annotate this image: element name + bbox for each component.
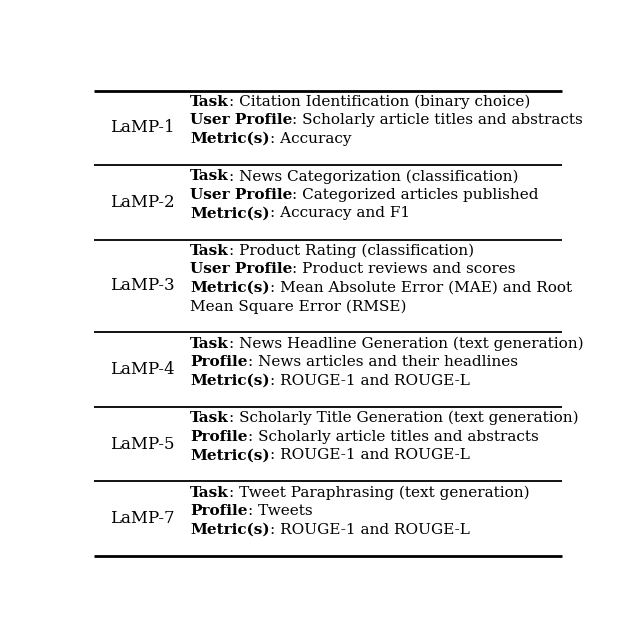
Text: : Accuracy and F1: : Accuracy and F1 [269,207,410,220]
Text: : News articles and their headlines: : News articles and their headlines [248,355,518,369]
Text: : Scholarly Title Generation (text generation): : Scholarly Title Generation (text gener… [229,411,579,426]
Text: : News Headline Generation (text generation): : News Headline Generation (text generat… [229,337,584,351]
Text: Profile: Profile [190,355,248,369]
Text: : ROUGE-1 and ROUGE-L: : ROUGE-1 and ROUGE-L [269,374,470,388]
Text: Task: Task [190,337,229,351]
Text: Metric(s): Metric(s) [190,374,269,388]
Text: : Accuracy: : Accuracy [269,132,351,146]
Text: Metric(s): Metric(s) [190,132,269,146]
Text: LaMP-3: LaMP-3 [109,278,174,294]
Text: : Tweets: : Tweets [248,504,312,518]
Text: : Categorized articles published: : Categorized articles published [292,188,539,202]
Text: Task: Task [190,170,229,184]
Text: Mean Square Error (RMSE): Mean Square Error (RMSE) [190,299,406,314]
Text: Metric(s): Metric(s) [190,281,269,295]
Text: : Mean Absolute Error (MAE) and Root: : Mean Absolute Error (MAE) and Root [269,281,572,295]
Text: : Product reviews and scores: : Product reviews and scores [292,262,516,276]
Text: User Profile: User Profile [190,188,292,202]
Text: LaMP-7: LaMP-7 [109,510,174,527]
Text: LaMP-4: LaMP-4 [109,361,174,378]
Text: : News Categorization (classification): : News Categorization (classification) [229,169,518,184]
Text: : Scholarly article titles and abstracts: : Scholarly article titles and abstracts [248,429,538,444]
Text: LaMP-5: LaMP-5 [109,436,174,452]
Text: Profile: Profile [190,429,248,444]
Text: Metric(s): Metric(s) [190,207,269,220]
Text: LaMP-1: LaMP-1 [109,120,174,136]
Text: Metric(s): Metric(s) [190,523,269,536]
Text: Task: Task [190,244,229,258]
Text: User Profile: User Profile [190,262,292,276]
Text: LaMP-2: LaMP-2 [109,194,174,211]
Text: : Scholarly article titles and abstracts: : Scholarly article titles and abstracts [292,113,583,127]
Text: : ROUGE-1 and ROUGE-L: : ROUGE-1 and ROUGE-L [269,523,470,536]
Text: : ROUGE-1 and ROUGE-L: : ROUGE-1 and ROUGE-L [269,448,470,462]
Text: : Product Rating (classification): : Product Rating (classification) [229,244,474,258]
Text: User Profile: User Profile [190,113,292,127]
Text: Task: Task [190,486,229,500]
Text: Metric(s): Metric(s) [190,448,269,462]
Text: : Tweet Paraphrasing (text generation): : Tweet Paraphrasing (text generation) [229,486,529,500]
Text: Task: Task [190,95,229,109]
Text: Task: Task [190,412,229,425]
Text: Profile: Profile [190,504,248,518]
Text: : Citation Identification (binary choice): : Citation Identification (binary choice… [229,95,530,109]
